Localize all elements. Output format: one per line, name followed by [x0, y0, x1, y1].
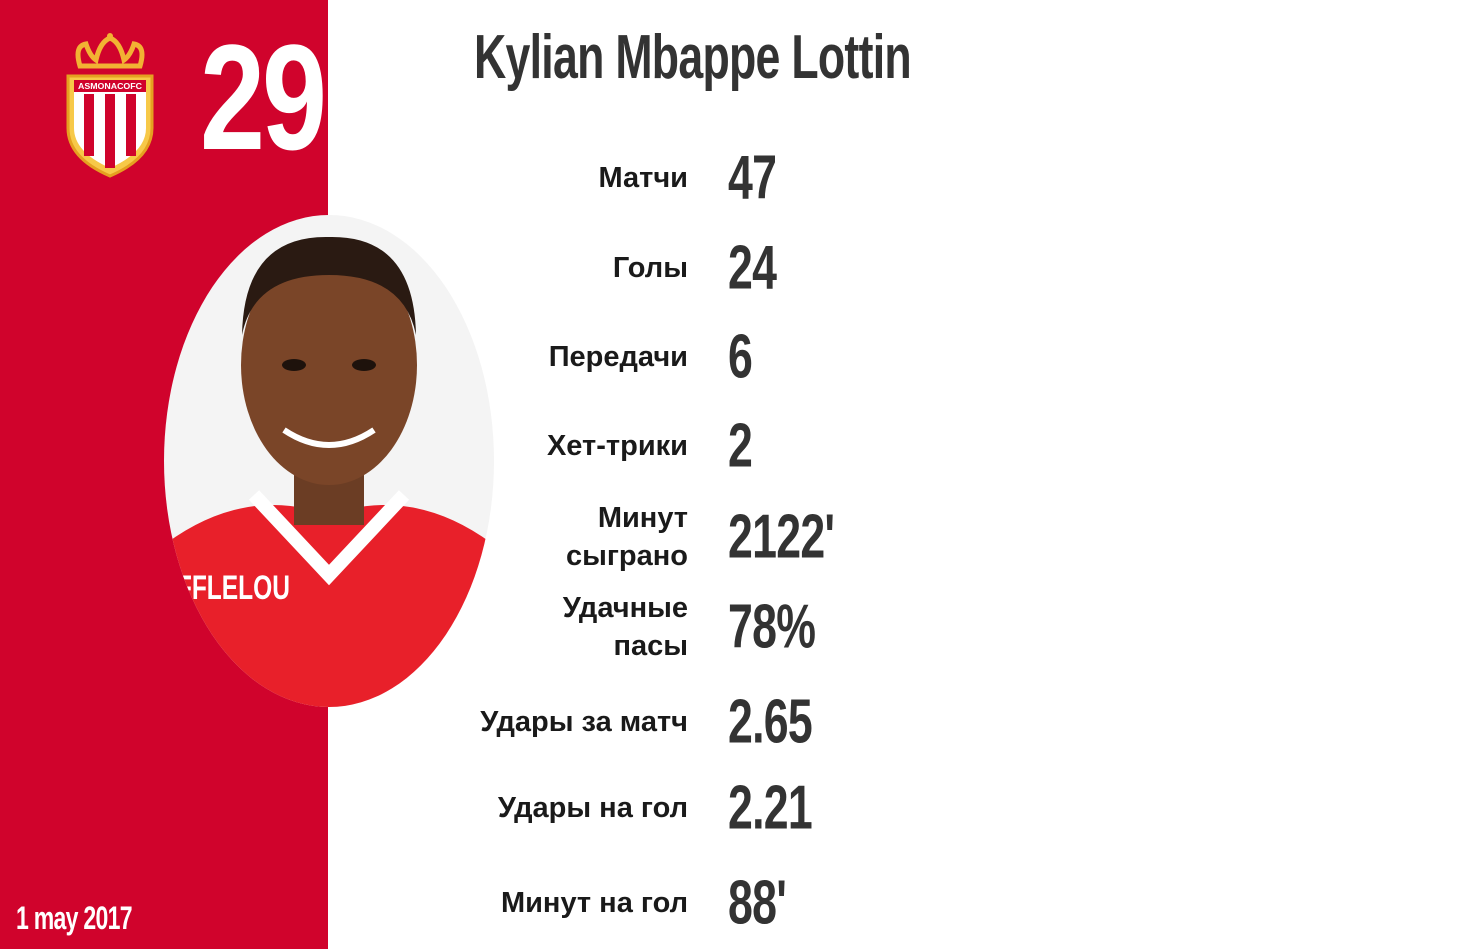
stat-row: Удары на гол 2.21 [340, 768, 1040, 848]
crest-text: ASMONACOFC [78, 82, 142, 91]
stat-value: 2 [728, 411, 753, 481]
stat-row: Передачи 6 [340, 317, 1040, 397]
stat-value: 2.21 [728, 773, 813, 843]
stat-row: Хет-трики 2 [340, 406, 1040, 486]
stat-row: Голы 24 [340, 228, 1040, 308]
stat-value: 2122' [728, 502, 835, 572]
stat-label: Голы [612, 252, 688, 284]
stat-row: Удачные пасы 78% [340, 587, 1040, 667]
player-name: Kylian Mbappe Lottin [474, 23, 912, 92]
stat-label: Удачные пасы [562, 592, 688, 662]
stat-label: Хет-трики [546, 430, 688, 462]
stat-label: Удары на гол [497, 792, 688, 824]
player-number: 29 [200, 13, 327, 181]
player-photo: IFFLELOU [164, 215, 494, 707]
stat-value: 2.65 [728, 687, 813, 757]
date-label: 1 may 2017 [16, 900, 133, 936]
stat-row: Минут сыграно 2122' [340, 497, 1040, 577]
stat-row: Минут на гол 88' [340, 863, 1040, 943]
stat-value: 47 [728, 143, 777, 213]
stat-label: Минут на гол [500, 887, 688, 919]
stat-row: Матчи 47 [340, 138, 1040, 218]
stat-row: Удары за матч 2.65 [340, 682, 1040, 762]
stat-label: Минут сыграно [565, 502, 688, 572]
stat-value: 78% [728, 592, 816, 662]
stat-label: Удары за матч [480, 706, 688, 738]
stat-value: 6 [728, 322, 753, 392]
jersey-sponsor-text: IFFLELOU [170, 569, 290, 607]
stat-value: 88' [728, 868, 787, 938]
stat-label: Матчи [598, 162, 688, 194]
stat-value: 24 [728, 233, 777, 303]
stat-label: Передачи [548, 341, 688, 373]
club-crest-logo: ASMONACOFC [66, 33, 154, 178]
